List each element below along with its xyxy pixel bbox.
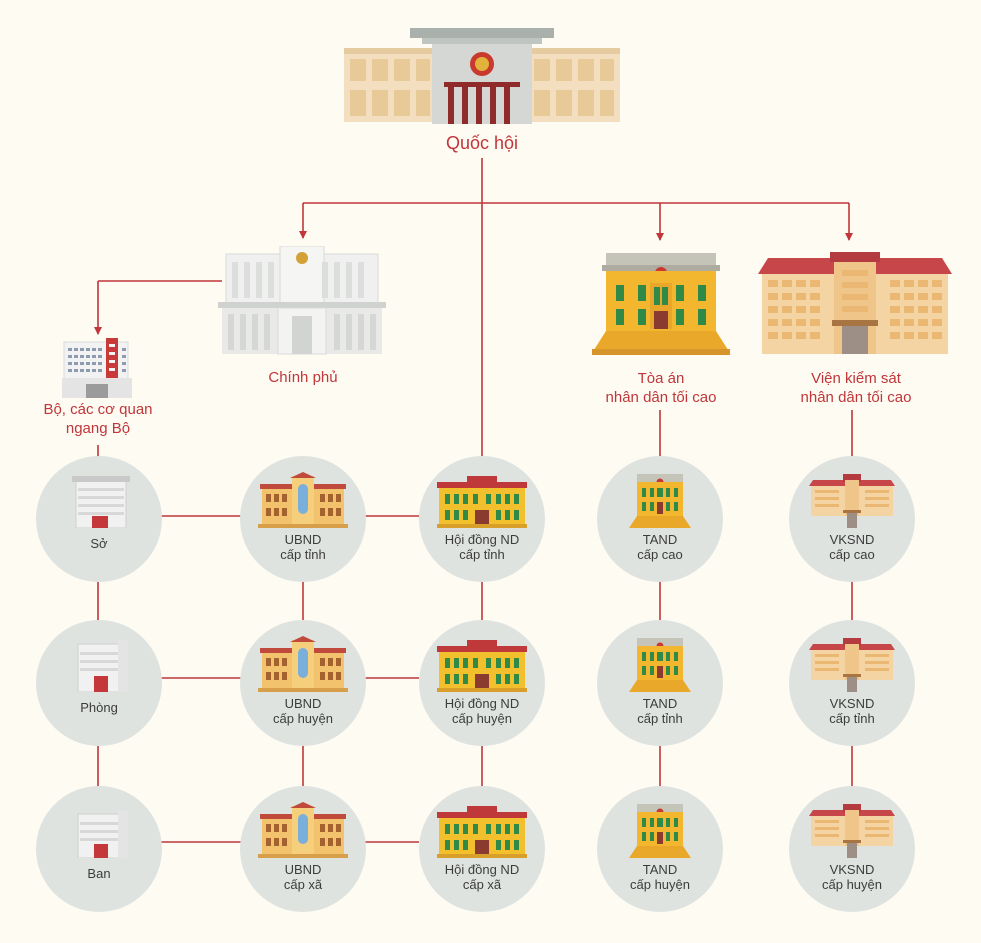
node-ubnd-xa-label2: cấp xã xyxy=(283,877,323,892)
node-hdnd-xa-label1: Hội đồng ND xyxy=(444,862,520,877)
node-so-label: Sở xyxy=(90,536,108,551)
node-hdnd-huyen-label2: cấp huyện xyxy=(452,711,512,726)
office-building-icon xyxy=(77,640,128,692)
node-tand-cao: TAND cấp cao xyxy=(597,456,723,582)
node-ubnd-tinh: UBND cấp tỉnh xyxy=(240,456,366,582)
tand-building-icon xyxy=(629,474,691,528)
node-tand-tinh-label1: TAND xyxy=(642,696,678,711)
node-ubnd-huyen: UBND cấp huyện xyxy=(240,620,366,746)
node-tand-tinh: TAND cấp tỉnh xyxy=(597,620,723,746)
hdnd-building-icon xyxy=(437,476,527,528)
chinh-phu-building-icon xyxy=(218,246,386,355)
vksnd-building-icon xyxy=(809,638,895,692)
quoc-hoi-building-icon xyxy=(344,28,620,124)
ubnd-building-icon xyxy=(258,472,348,528)
node-tand-huyen: TAND cấp huyện xyxy=(597,786,723,912)
node-ubnd-xa-label1: UBND xyxy=(284,862,322,877)
vien-kiem-sat-building-icon xyxy=(758,252,952,354)
bo-label-line2: ngang Bộ xyxy=(65,420,131,437)
office-building-icon xyxy=(72,476,130,528)
node-ubnd-huyen-label2: cấp huyện xyxy=(273,711,333,726)
node-vksnd-huyen: VKSND cấp huyện xyxy=(789,786,915,912)
vien-kiem-sat-label-line1: Viện kiểm sát xyxy=(811,370,901,387)
node-tand-huyen-label2: cấp huyện xyxy=(630,877,690,892)
hdnd-building-icon xyxy=(437,806,527,858)
node-hdnd-huyen-label1: Hội đồng ND xyxy=(444,696,520,711)
node-vksnd-huyen-label1: VKSND xyxy=(829,862,875,877)
node-hdnd-xa: Hội đồng ND cấp xã xyxy=(419,786,545,912)
tand-building-icon xyxy=(629,804,691,858)
node-ubnd-xa: UBND cấp xã xyxy=(240,786,366,912)
node-phong-label: Phòng xyxy=(80,700,118,715)
node-so: Sở xyxy=(36,456,162,582)
vien-kiem-sat-label-line2: nhân dân tối cao xyxy=(800,389,912,406)
node-vksnd-cao-label1: VKSND xyxy=(829,532,875,547)
tand-building-icon xyxy=(629,638,691,692)
ubnd-building-icon xyxy=(258,636,348,692)
chinh-phu-label: Chính phủ xyxy=(268,369,338,386)
node-vksnd-cao-label2: cấp cao xyxy=(829,547,875,562)
vksnd-building-icon xyxy=(809,474,895,528)
quoc-hoi-label: Quốc hội xyxy=(445,133,519,153)
node-hdnd-xa-label2: cấp xã xyxy=(462,877,502,892)
node-tand-tinh-label2: cấp tỉnh xyxy=(637,711,683,726)
node-vksnd-tinh: VKSND cấp tỉnh xyxy=(789,620,915,746)
toa-an-building-icon xyxy=(592,253,730,355)
toa-an-label-line1: Tòa án xyxy=(637,370,685,387)
ubnd-building-icon xyxy=(258,802,348,858)
node-vksnd-cao: VKSND cấp cao xyxy=(789,456,915,582)
node-vksnd-tinh-label1: VKSND xyxy=(829,696,875,711)
node-phong: Phòng xyxy=(36,620,162,746)
node-ban-label: Ban xyxy=(87,866,111,881)
node-tand-cao-label1: TAND xyxy=(642,532,678,547)
node-hdnd-huyen: Hội đồng ND cấp huyện xyxy=(419,620,545,746)
node-vksnd-tinh-label2: cấp tỉnh xyxy=(829,711,875,726)
hdnd-building-icon xyxy=(437,640,527,692)
toa-an-label-line2: nhân dân tối cao xyxy=(605,389,717,406)
node-ubnd-tinh-label2: cấp tỉnh xyxy=(280,547,326,562)
office-building-icon xyxy=(77,810,128,858)
node-tand-cao-label2: cấp cao xyxy=(637,547,683,562)
node-ban: Ban xyxy=(36,786,162,912)
node-tand-huyen-label1: TAND xyxy=(642,862,678,877)
bo-label-line1: Bộ, các cơ quan xyxy=(43,401,153,418)
bo-building-icon xyxy=(62,338,132,398)
node-hdnd-tinh-label1: Hội đồng ND xyxy=(444,532,520,547)
node-vksnd-huyen-label2: cấp huyện xyxy=(822,877,882,892)
node-ubnd-tinh-label1: UBND xyxy=(284,532,322,547)
node-hdnd-tinh: Hội đồng ND cấp tỉnh xyxy=(419,456,545,582)
node-hdnd-tinh-label2: cấp tỉnh xyxy=(459,547,505,562)
node-ubnd-huyen-label1: UBND xyxy=(284,696,322,711)
vksnd-building-icon xyxy=(809,804,895,858)
